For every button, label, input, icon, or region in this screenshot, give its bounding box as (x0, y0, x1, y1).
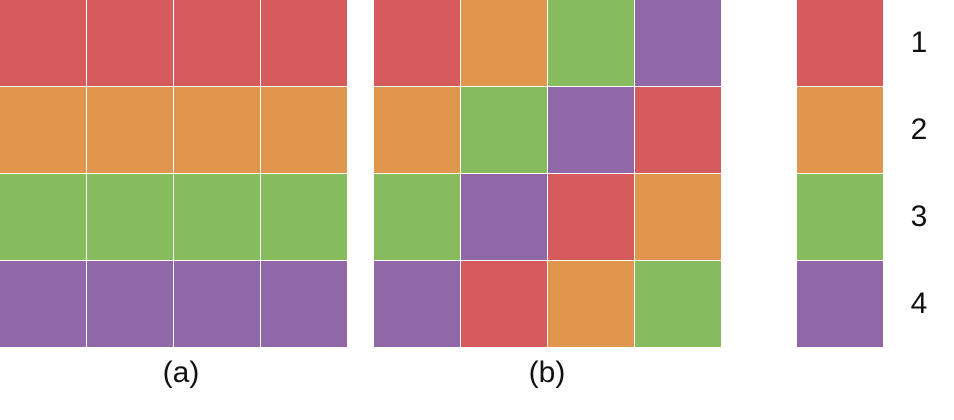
legend-label-3: 3 (910, 200, 928, 233)
panel-b-cell-r2-c1 (374, 87, 460, 173)
panel-a-cell-r4-c4 (261, 261, 347, 347)
panel-a-cell-r1-c1 (0, 0, 86, 86)
panel-a-cell-r2-c4 (261, 87, 347, 173)
panel-a-cell-r1-c4 (261, 0, 347, 86)
panel-b-cell-r1-c2 (461, 0, 547, 86)
panel-b-cell-r2-c4 (635, 87, 721, 173)
panel-a-cell-r2-c2 (87, 87, 173, 173)
caption-panel-b: (b) (528, 356, 566, 389)
legend-swatch-1 (797, 0, 883, 86)
legend-label-4: 4 (910, 287, 928, 320)
panel-a-cell-r2-c1 (0, 87, 86, 173)
panel-b-cell-r3-c3 (548, 174, 634, 260)
panel-b-cell-r1-c4 (635, 0, 721, 86)
panel-a-cell-r4-c3 (174, 261, 260, 347)
panel-b-cell-r2-c3 (548, 87, 634, 173)
panel-b-cell-r4-c1 (374, 261, 460, 347)
panel-b-cell-r3-c4 (635, 174, 721, 260)
color-legend: 1 2 3 4 (797, 0, 954, 347)
grid-panel-b (374, 0, 721, 347)
panel-b-cell-r3-c2 (461, 174, 547, 260)
legend-swatch-2 (797, 87, 883, 173)
panel-b-cell-r4-c2 (461, 261, 547, 347)
panel-b-cell-r1-c3 (548, 0, 634, 86)
panel-b-cell-r4-c3 (548, 261, 634, 347)
panel-a-cell-r3-c1 (0, 174, 86, 260)
panel-b-cell-r1-c1 (374, 0, 460, 86)
panel-a-cell-r2-c3 (174, 87, 260, 173)
panel-a-cell-r1-c3 (174, 0, 260, 86)
panel-a-cell-r3-c2 (87, 174, 173, 260)
panel-b-cell-r4-c4 (635, 261, 721, 347)
legend-swatch-3 (797, 174, 883, 260)
panel-a-cell-r4-c1 (0, 261, 86, 347)
legend-label-2: 2 (910, 113, 928, 146)
legend-swatch-4 (797, 261, 883, 347)
panel-b-cell-r2-c2 (461, 87, 547, 173)
panel-a-cell-r1-c2 (87, 0, 173, 86)
panel-a-cell-r3-c4 (261, 174, 347, 260)
grid-panel-a (0, 0, 347, 347)
panel-a-cell-r4-c2 (87, 261, 173, 347)
caption-panel-a: (a) (162, 356, 200, 389)
panel-a-cell-r3-c3 (174, 174, 260, 260)
legend-label-1: 1 (910, 26, 928, 59)
panel-b-cell-r3-c1 (374, 174, 460, 260)
